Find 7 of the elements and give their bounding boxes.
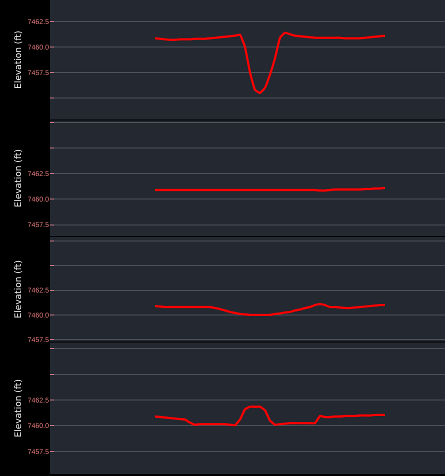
y-axis-title: Elevation (ft) — [14, 379, 24, 438]
y-axis-title: Elevation (ft) — [14, 260, 24, 318]
line-series — [154, 406, 386, 426]
line-series — [154, 302, 386, 316]
y-axis-title: Elevation (ft) — [14, 30, 24, 89]
y-axis-title: Elevation (ft) — [14, 149, 24, 208]
line-series — [154, 32, 386, 94]
